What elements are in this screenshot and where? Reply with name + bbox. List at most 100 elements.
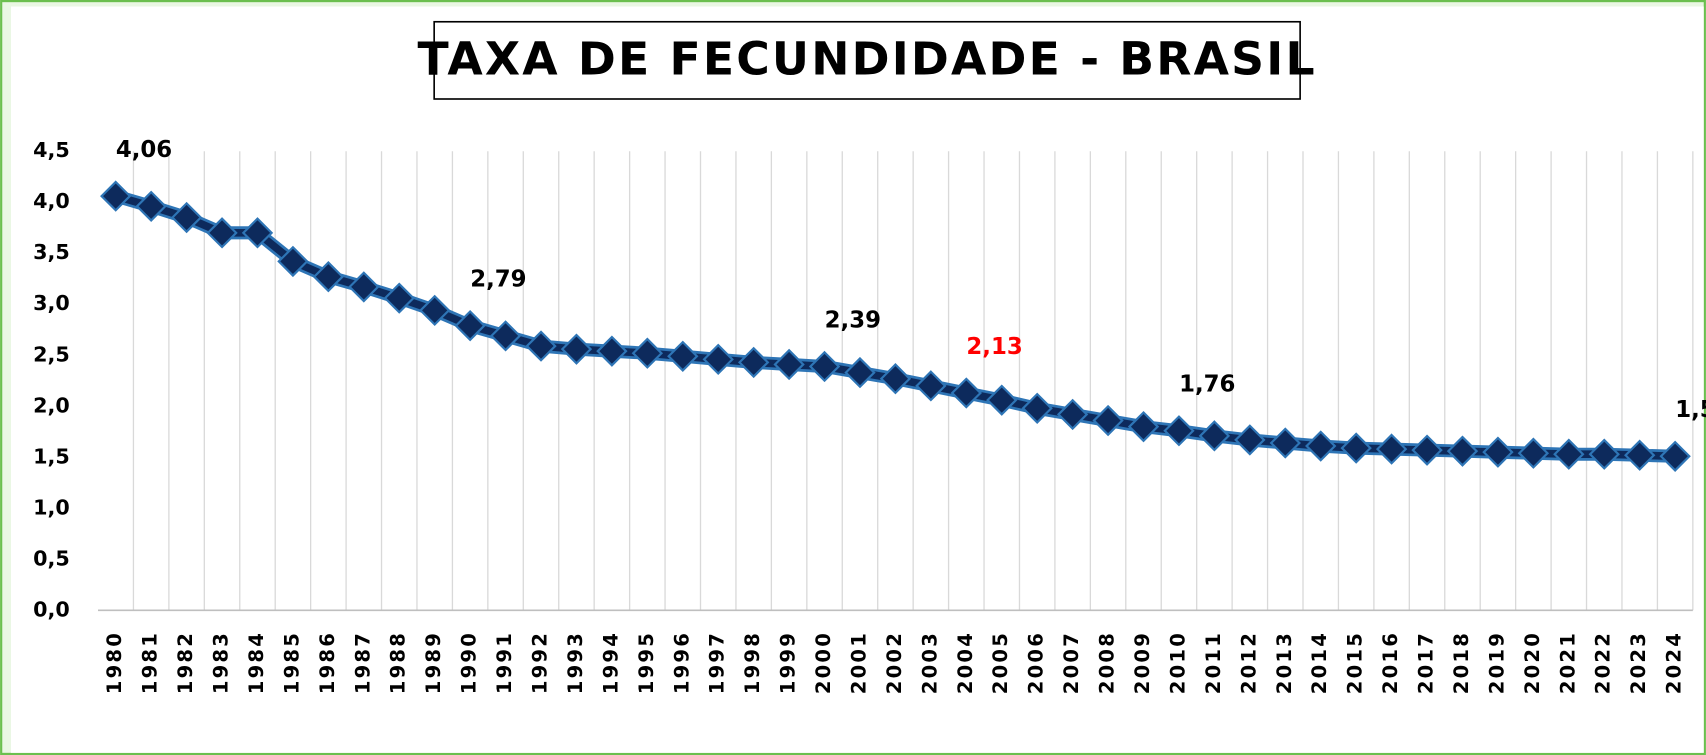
point-marker (596, 335, 628, 367)
point-marker (1624, 439, 1656, 471)
x-tick-label: 2022 (1592, 631, 1615, 694)
point-marker (241, 217, 274, 249)
x-tick-label: 1987 (351, 631, 374, 694)
y-tick-label: 0,5 (33, 546, 70, 570)
x-tick-label: 2019 (1485, 631, 1508, 694)
point-marker (808, 350, 841, 383)
x-tick-label: 2015 (1344, 631, 1367, 694)
x-tick-label: 2004 (954, 631, 977, 694)
x-tick-label: 2018 (1450, 631, 1473, 694)
point-marker (135, 190, 167, 222)
point-marker (844, 356, 876, 389)
x-tick-label: 2009 (1131, 631, 1154, 694)
x-tick-label: 2006 (1025, 631, 1048, 694)
point-marker (1659, 440, 1691, 472)
x-tick-label: 1982 (174, 631, 197, 694)
point-marker (737, 346, 770, 379)
y-tick-label: 0,0 (33, 597, 70, 621)
point-marker (383, 282, 415, 314)
x-tick-label: 1984 (245, 631, 268, 694)
point-marker (773, 348, 805, 381)
y-tick-label: 2,5 (33, 342, 70, 366)
x-tick-label: 2020 (1521, 631, 1544, 694)
x-tick-label: 1985 (280, 631, 303, 694)
x-tick-label: 2012 (1237, 631, 1260, 694)
data-label: 1,76 (1179, 372, 1235, 398)
point-marker (1340, 432, 1372, 464)
point-marker (986, 384, 1018, 416)
point-marker (1056, 398, 1089, 431)
x-tick-label: 1994 (599, 631, 622, 694)
data-label: 4,06 (116, 137, 172, 163)
point-marker (454, 309, 486, 342)
x-tick-label: 1999 (777, 631, 800, 694)
x-tick-label: 2017 (1415, 631, 1438, 694)
x-tick-label: 2021 (1556, 631, 1579, 694)
x-tick-label: 1996 (670, 631, 693, 694)
point-marker (1198, 420, 1231, 452)
x-tick-label: 2002 (883, 631, 906, 694)
point-marker (1092, 404, 1124, 437)
point-marker (560, 333, 593, 365)
point-marker (950, 377, 982, 409)
y-tick-label: 2,0 (33, 393, 70, 417)
x-tick-label: 1981 (139, 631, 162, 694)
point-marker (1482, 436, 1514, 468)
point-marker (915, 370, 947, 402)
point-marker (1446, 435, 1479, 467)
x-tick-label: 1995 (635, 631, 658, 694)
y-tick-label: 4,0 (33, 189, 70, 213)
data-label: 2,39 (825, 307, 881, 333)
x-tick-label: 1980 (103, 631, 126, 694)
y-tick-label: 1,5 (33, 444, 70, 468)
x-tick-label: 1988 (387, 631, 410, 694)
point-marker (1305, 430, 1337, 462)
point-marker (419, 294, 451, 327)
data-label: 2,79 (470, 266, 526, 292)
y-tick-label: 1,0 (33, 495, 70, 519)
x-tick-label: 2011 (1202, 631, 1225, 694)
point-marker (348, 271, 380, 303)
point-marker (312, 261, 345, 293)
point-marker (1163, 415, 1195, 447)
chart-title: TAXA DE FECUNDIDADE - BRASIL (418, 33, 1317, 86)
x-tick-label: 1990 (458, 631, 481, 694)
x-tick-label: 2024 (1663, 631, 1686, 694)
point-marker (1553, 438, 1585, 470)
point-marker (1411, 434, 1443, 466)
y-tick-label: 3,0 (33, 291, 70, 315)
x-tick-label: 1986 (316, 631, 339, 694)
title-box (433, 20, 1301, 100)
series (100, 180, 1691, 472)
x-tick-label: 2023 (1627, 631, 1650, 694)
data-label: 1,51 (1675, 397, 1706, 423)
point-marker (1588, 438, 1620, 470)
point-marker (1021, 392, 1053, 424)
x-tick-label: 2000 (812, 631, 835, 694)
point-marker (1269, 427, 1301, 459)
data-label: 2,13 (966, 334, 1022, 360)
x-tick-label: 2013 (1273, 631, 1296, 694)
x-tick-label: 2008 (1096, 631, 1119, 694)
x-tick-label: 2005 (989, 631, 1012, 694)
x-tick-label: 2010 (1166, 631, 1189, 694)
point-marker (206, 217, 238, 249)
point-marker (489, 320, 522, 352)
point-marker (170, 201, 203, 234)
point-marker (702, 343, 734, 376)
x-tick-label: 2007 (1060, 631, 1083, 694)
x-tick-label: 1998 (741, 631, 764, 694)
x-tick-label: 2016 (1379, 631, 1402, 694)
x-tick-label: 2003 (918, 631, 941, 694)
point-marker (631, 337, 664, 369)
x-tick-label: 2014 (1308, 631, 1331, 694)
y-tick-label: 3,5 (33, 240, 70, 264)
point-marker (1127, 410, 1160, 443)
x-tick-label: 1993 (564, 631, 587, 694)
point-marker (1375, 433, 1408, 465)
y-tick-label: 4,5 (33, 138, 70, 162)
x-tick-label: 2001 (847, 631, 870, 694)
x-tick-label: 1989 (422, 631, 445, 694)
